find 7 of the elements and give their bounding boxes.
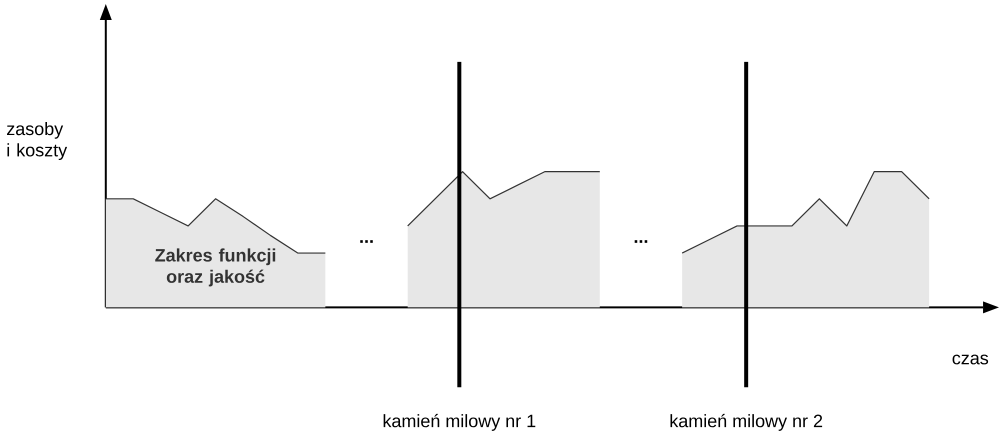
y-axis-title: zasoby i koszty [6, 122, 68, 160]
annotation: ... [360, 240, 373, 243]
text: kamień milowy nr 2 [670, 414, 822, 431]
annotation: ... [634, 240, 648, 243]
text: kamień milowy nr 1 [384, 414, 536, 431]
x-axis-title: czas [952, 354, 988, 364]
annotation: Zakres funkcji oraz jakość [155, 248, 276, 286]
